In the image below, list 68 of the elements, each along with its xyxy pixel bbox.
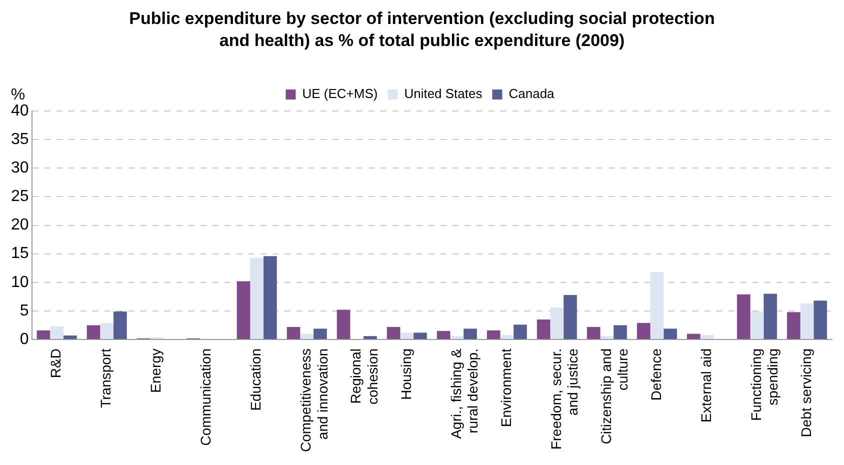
legend-label: UE (EC+MS) (302, 86, 378, 102)
y-tick-label: 20 (11, 216, 29, 234)
x-tick-label: R&D (48, 348, 64, 378)
bar (264, 256, 277, 340)
bar (50, 326, 64, 340)
x-tick-label: Communication (198, 348, 214, 446)
y-tick-label: 15 (11, 245, 29, 262)
bar (414, 332, 427, 340)
bar (314, 328, 327, 340)
bar (786, 312, 800, 340)
x-tick-label: Education (248, 348, 264, 411)
bar (586, 326, 600, 340)
bar (564, 294, 577, 340)
bar (436, 330, 450, 340)
x-tick-label: Housing (398, 348, 414, 400)
bar (764, 294, 777, 340)
bar (514, 324, 527, 340)
y-axis-title: % (10, 86, 26, 104)
x-tick-label: Debt servicing (798, 348, 814, 438)
y-tick-label: 25 (11, 188, 29, 206)
legend-label: United States (404, 86, 483, 102)
bar (636, 322, 650, 340)
bar (100, 322, 114, 340)
bar (336, 310, 350, 340)
x-tick-label: Functioning spending (748, 348, 781, 421)
y-tick-label: 0 (20, 330, 29, 348)
bar (300, 334, 314, 340)
x-tick-label: Energy (148, 348, 164, 393)
bar (736, 294, 750, 340)
x-tick-label: Transport (98, 348, 114, 408)
bar (63, 336, 77, 340)
x-tick-label: Defence (648, 348, 664, 401)
bar (664, 328, 677, 340)
bar (814, 300, 827, 340)
bar (86, 325, 100, 340)
bar (800, 304, 814, 340)
y-tick-label: 30 (11, 160, 29, 177)
bar (364, 336, 377, 340)
x-tick-label: Freedom, secur. and justice (548, 348, 581, 450)
bar (450, 336, 464, 340)
x-tick-label: External aid (698, 348, 714, 422)
legend-label: Canada (508, 86, 556, 102)
bar (650, 272, 664, 340)
bar (400, 332, 414, 340)
y-tick-label: 35 (11, 130, 29, 148)
bar (700, 334, 714, 340)
y-tick-label: 40 (11, 102, 29, 120)
bar (486, 330, 500, 340)
bar (250, 258, 264, 340)
bar (614, 325, 627, 340)
x-tick-label: Competitiveness and innovation (298, 348, 331, 452)
x-tick-label: Agri., fishing & rural develop. (448, 348, 481, 439)
bar (500, 334, 514, 340)
bar (686, 334, 700, 340)
bar (464, 328, 477, 340)
bar (36, 330, 50, 340)
bar (600, 336, 614, 340)
bar (286, 326, 300, 340)
y-tick-label: 10 (11, 274, 29, 291)
bar (236, 281, 250, 340)
bar (113, 312, 127, 340)
bar (536, 320, 550, 340)
x-tick-label: Environment (498, 348, 514, 428)
chart-title: Public expenditure by sector of intervention (excluding social protection and health) as % of total public expenditure (2009) (128, 8, 716, 52)
bar (386, 326, 400, 340)
y-tick-label: 5 (20, 302, 29, 320)
bar (750, 312, 764, 340)
bar (550, 308, 564, 340)
